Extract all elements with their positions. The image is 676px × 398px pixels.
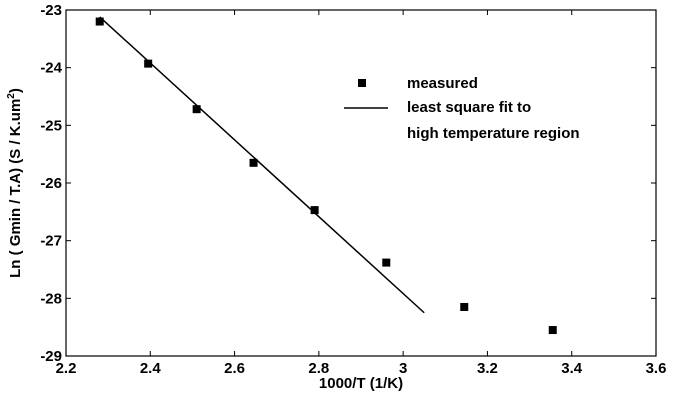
y-tick-label: -25 [40, 117, 62, 134]
x-tick-label: 3 [399, 360, 407, 377]
legend-marker-measured [358, 79, 366, 87]
data-point [192, 105, 201, 114]
x-tick-label: 2.2 [56, 360, 77, 377]
x-tick-label: 3.6 [646, 360, 667, 377]
data-point [249, 158, 258, 167]
y-axis-label-superscript: 2 [6, 93, 17, 99]
legend-label-fit-line1: least square fit to [407, 99, 531, 116]
x-tick-label: 3.2 [477, 360, 498, 377]
data-point [144, 59, 153, 68]
y-axis-label-main: Ln ( Gmin / T.A) (S / K.um [7, 99, 24, 278]
data-point [382, 258, 391, 267]
legend-label-measured: measured [407, 75, 478, 92]
x-tick-label: 2.4 [140, 360, 162, 377]
data-point [548, 326, 557, 335]
measured-series [95, 17, 557, 335]
y-axis-label: Ln ( Gmin / T.A) (S / K.um2) [6, 88, 24, 278]
x-tick-label: 3.4 [561, 360, 583, 377]
x-tick-label: 2.6 [224, 360, 245, 377]
y-axis-ticks: -23 -24 -25 -26 -27 -28 -29 [40, 2, 656, 365]
x-axis-label: 1000/T (1/K) [319, 375, 403, 392]
fit-line [99, 16, 425, 314]
legend: measured least square fit to high temper… [344, 75, 580, 142]
y-axis-label-tail: ) [7, 88, 24, 93]
y-tick-label: -27 [40, 233, 62, 250]
y-tick-label: -29 [40, 348, 62, 365]
data-point [310, 206, 319, 215]
plot-frame [65, 9, 657, 357]
y-tick-label: -26 [40, 175, 62, 192]
y-tick-label: -28 [40, 290, 62, 307]
data-point [460, 302, 469, 311]
x-tick-label: 2.8 [308, 360, 329, 377]
y-tick-label: -24 [40, 60, 62, 77]
y-tick-label: -23 [40, 2, 62, 19]
x-axis-ticks: 2.2 2.4 2.6 2.8 3 3.2 3.4 3.6 [56, 10, 667, 377]
fit-series [99, 16, 425, 314]
legend-label-fit-line2: high temperature region [407, 125, 580, 142]
data-point [95, 17, 104, 26]
